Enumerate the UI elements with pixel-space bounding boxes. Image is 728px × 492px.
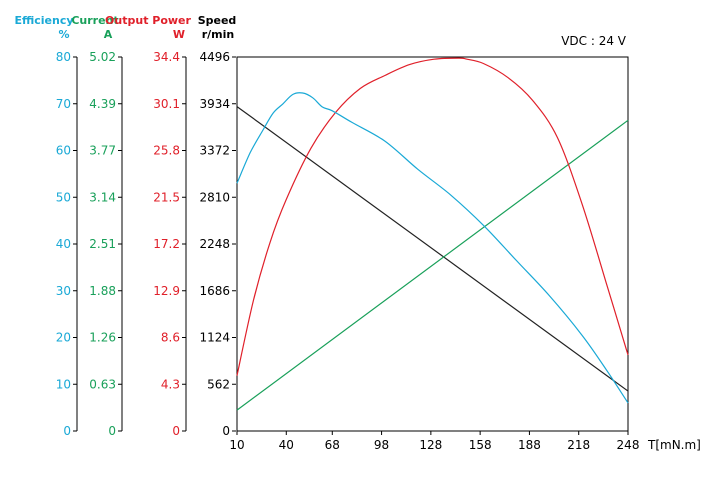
current-tick-label: 0.63 [89, 377, 116, 391]
power-tick-label: 0 [172, 424, 180, 438]
x-tick-label: 68 [325, 438, 340, 452]
current-tick-label: 0 [108, 424, 116, 438]
efficiency-tick-label: 40 [56, 237, 71, 251]
x-tick-label: 128 [419, 438, 442, 452]
current-tick-label: 3.14 [89, 190, 116, 204]
current-tick-label: 2.51 [89, 237, 116, 251]
x-tick-label: 158 [469, 438, 492, 452]
x-tick-label: 218 [567, 438, 590, 452]
power-tick-label: 12.9 [153, 284, 180, 298]
speed-tick-label: 3372 [199, 144, 230, 158]
efficiency-tick-label: 70 [56, 97, 71, 111]
speed-tick-label: 1686 [199, 284, 230, 298]
power-tick-label: 4.3 [161, 377, 180, 391]
plot-frame [236, 56, 629, 432]
power-axis-title: Output Power [105, 14, 191, 27]
efficiency-tick-label: 60 [56, 144, 71, 158]
power-tick-label: 30.1 [153, 97, 180, 111]
speed-tick-label: 562 [207, 377, 230, 391]
current-tick-label: 3.77 [89, 144, 116, 158]
speed-axis-title: Speed [198, 14, 237, 27]
power-tick-label: 17.2 [153, 237, 180, 251]
efficiency-tick-label: 0 [63, 424, 71, 438]
speed-axis-unit: r/min [202, 28, 235, 41]
efficiency-tick-label: 80 [56, 50, 71, 64]
efficiency-tick-label: 30 [56, 284, 71, 298]
speed-curve [236, 106, 629, 392]
voltage-annotation: VDC : 24 V [561, 34, 627, 48]
x-tick-label: 188 [518, 438, 541, 452]
speed-tick-label: 1124 [199, 331, 230, 345]
current-axis-title: Current [71, 14, 118, 27]
x-tick-label: 98 [374, 438, 389, 452]
speed-tick-label: 3934 [199, 97, 230, 111]
power-curve [236, 57, 629, 376]
current-tick-label: 5.02 [89, 50, 116, 64]
power-tick-label: 34.4 [153, 50, 180, 64]
efficiency-curve [236, 92, 629, 404]
efficiency-axis-title: Efficiency [14, 14, 73, 27]
speed-tick-label: 2248 [199, 237, 230, 251]
efficiency-tick-label: 50 [56, 190, 71, 204]
current-curve [236, 119, 629, 411]
efficiency-tick-label: 10 [56, 377, 71, 391]
power-tick-label: 21.5 [153, 190, 180, 204]
speed-tick-label: 0 [222, 424, 230, 438]
efficiency-axis-unit: % [58, 28, 69, 41]
current-tick-label: 1.88 [89, 284, 116, 298]
x-axis-label: T[mN.m] [647, 438, 701, 452]
power-tick-label: 25.8 [153, 144, 180, 158]
current-tick-label: 4.39 [89, 97, 116, 111]
x-tick-label: 40 [279, 438, 294, 452]
current-axis-unit: A [104, 28, 113, 41]
x-tick-label: 248 [617, 438, 640, 452]
speed-tick-label: 2810 [199, 190, 230, 204]
speed-tick-label: 4496 [199, 50, 230, 64]
current-tick-label: 1.26 [89, 331, 116, 345]
power-tick-label: 8.6 [161, 331, 180, 345]
efficiency-tick-label: 20 [56, 331, 71, 345]
x-tick-label: 10 [229, 438, 244, 452]
power-axis-unit: W [173, 28, 185, 41]
